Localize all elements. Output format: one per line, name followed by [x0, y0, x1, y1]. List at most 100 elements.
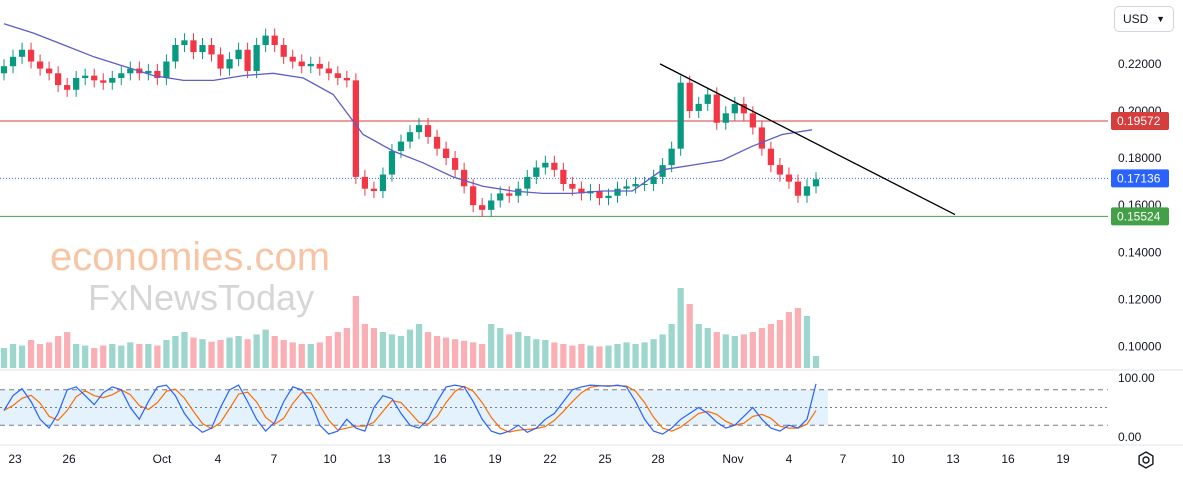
volume-bar — [785, 312, 793, 368]
candle-body — [127, 68, 134, 74]
volume-bar — [172, 336, 179, 368]
candle-body — [632, 183, 639, 187]
candle-body — [343, 78, 350, 81]
gear-icon[interactable] — [1136, 450, 1156, 470]
time-tick-label: 22 — [543, 452, 557, 466]
candle-body — [289, 56, 296, 62]
time-tick-label: 10 — [891, 452, 905, 466]
volume-bar — [271, 336, 278, 368]
candle-body — [217, 54, 224, 69]
volume-bar — [587, 345, 594, 368]
volume-bar — [470, 342, 477, 368]
volume-bar — [740, 334, 747, 368]
volume-bar — [461, 340, 468, 368]
candle-body — [641, 183, 648, 185]
volume-bar — [560, 344, 567, 368]
volume-bar — [18, 345, 26, 368]
volume-bar — [289, 342, 296, 368]
resistance-tag-label: 0.19572 — [1117, 114, 1161, 128]
volume-bar — [731, 336, 738, 368]
candle-body — [172, 45, 179, 62]
candle-body — [749, 113, 756, 128]
candle-body — [533, 167, 540, 177]
resistance-tag-bg — [1111, 112, 1169, 131]
candle-body — [55, 73, 62, 86]
candle-body — [118, 73, 125, 78]
volume-bar — [307, 344, 314, 368]
time-tick-label: 13 — [377, 452, 391, 466]
candle-body — [91, 75, 98, 81]
volume-bar — [136, 344, 143, 368]
volume-bar — [127, 342, 134, 368]
volume-bar — [100, 345, 107, 368]
candle-body — [45, 68, 53, 74]
current-price-tag: 0.17136 — [1111, 169, 1169, 188]
candle-body — [424, 125, 432, 137]
currency-select[interactable]: USD ▼ — [1114, 6, 1174, 32]
candle-body — [596, 191, 603, 199]
volume-bar — [343, 328, 350, 368]
time-tick-label: 7 — [840, 452, 847, 466]
candle-body — [803, 186, 811, 196]
resistance-price-tag: 0.19572 — [1111, 112, 1169, 131]
volume-bar — [388, 334, 396, 368]
time-tick-label: Oct — [153, 452, 172, 466]
candle-body — [64, 85, 71, 90]
volume-bar — [479, 344, 486, 368]
currency-label: USD — [1123, 12, 1149, 26]
volume-bar — [406, 329, 414, 368]
volume-bar — [235, 336, 242, 368]
candle-body — [704, 94, 711, 104]
candle-body — [316, 63, 323, 69]
candle-body — [578, 188, 585, 194]
candle-body — [244, 49, 251, 71]
volume-bar — [803, 316, 811, 368]
volume-bar — [253, 334, 260, 368]
candle-body — [758, 127, 765, 149]
candle-body — [497, 193, 504, 201]
candle-body — [406, 132, 414, 142]
volume-bar — [379, 332, 387, 368]
time-tick-label: 26 — [62, 452, 76, 466]
volume-bar — [190, 337, 197, 368]
candle-body — [623, 186, 630, 189]
chevron-down-icon: ▼ — [1156, 14, 1165, 24]
stochastic-tick-label: 0.00 — [1118, 430, 1142, 444]
candle-body — [524, 176, 531, 189]
volume-bar — [659, 334, 666, 368]
trendline — [659, 63, 956, 216]
time-tick-label: 4 — [786, 452, 793, 466]
volume-bar — [506, 334, 513, 368]
candle-body — [560, 169, 567, 184]
support-price-tag: 0.15524 — [1111, 207, 1169, 226]
candle-body — [713, 94, 720, 123]
candle-body — [740, 103, 747, 114]
candle-body — [397, 141, 405, 151]
volume-bar — [767, 324, 775, 368]
volume-bar — [596, 346, 603, 368]
volume-bar — [73, 344, 80, 368]
candle-body — [515, 188, 522, 196]
candle-body — [379, 174, 387, 192]
volume-bar — [109, 344, 116, 368]
candle-body — [569, 183, 576, 189]
volume-bar — [82, 345, 89, 368]
candle-body — [361, 176, 369, 189]
candle-body — [9, 56, 17, 67]
volume-bar — [605, 345, 612, 368]
volume-bar — [217, 340, 224, 368]
volume-bar — [27, 340, 35, 368]
candle-body — [307, 63, 314, 67]
candle-body — [614, 188, 621, 196]
current-tag-label: 0.17136 — [1117, 171, 1161, 185]
volume-bar — [280, 340, 287, 368]
candle-body — [442, 148, 450, 159]
volume-bar — [325, 336, 332, 368]
candle-body — [280, 45, 287, 57]
volume-bar — [199, 339, 206, 368]
candle-body — [235, 49, 242, 60]
volume-bar — [352, 296, 359, 368]
price-tick-label: 0.22000 — [1118, 57, 1162, 71]
candle-body — [253, 45, 260, 71]
